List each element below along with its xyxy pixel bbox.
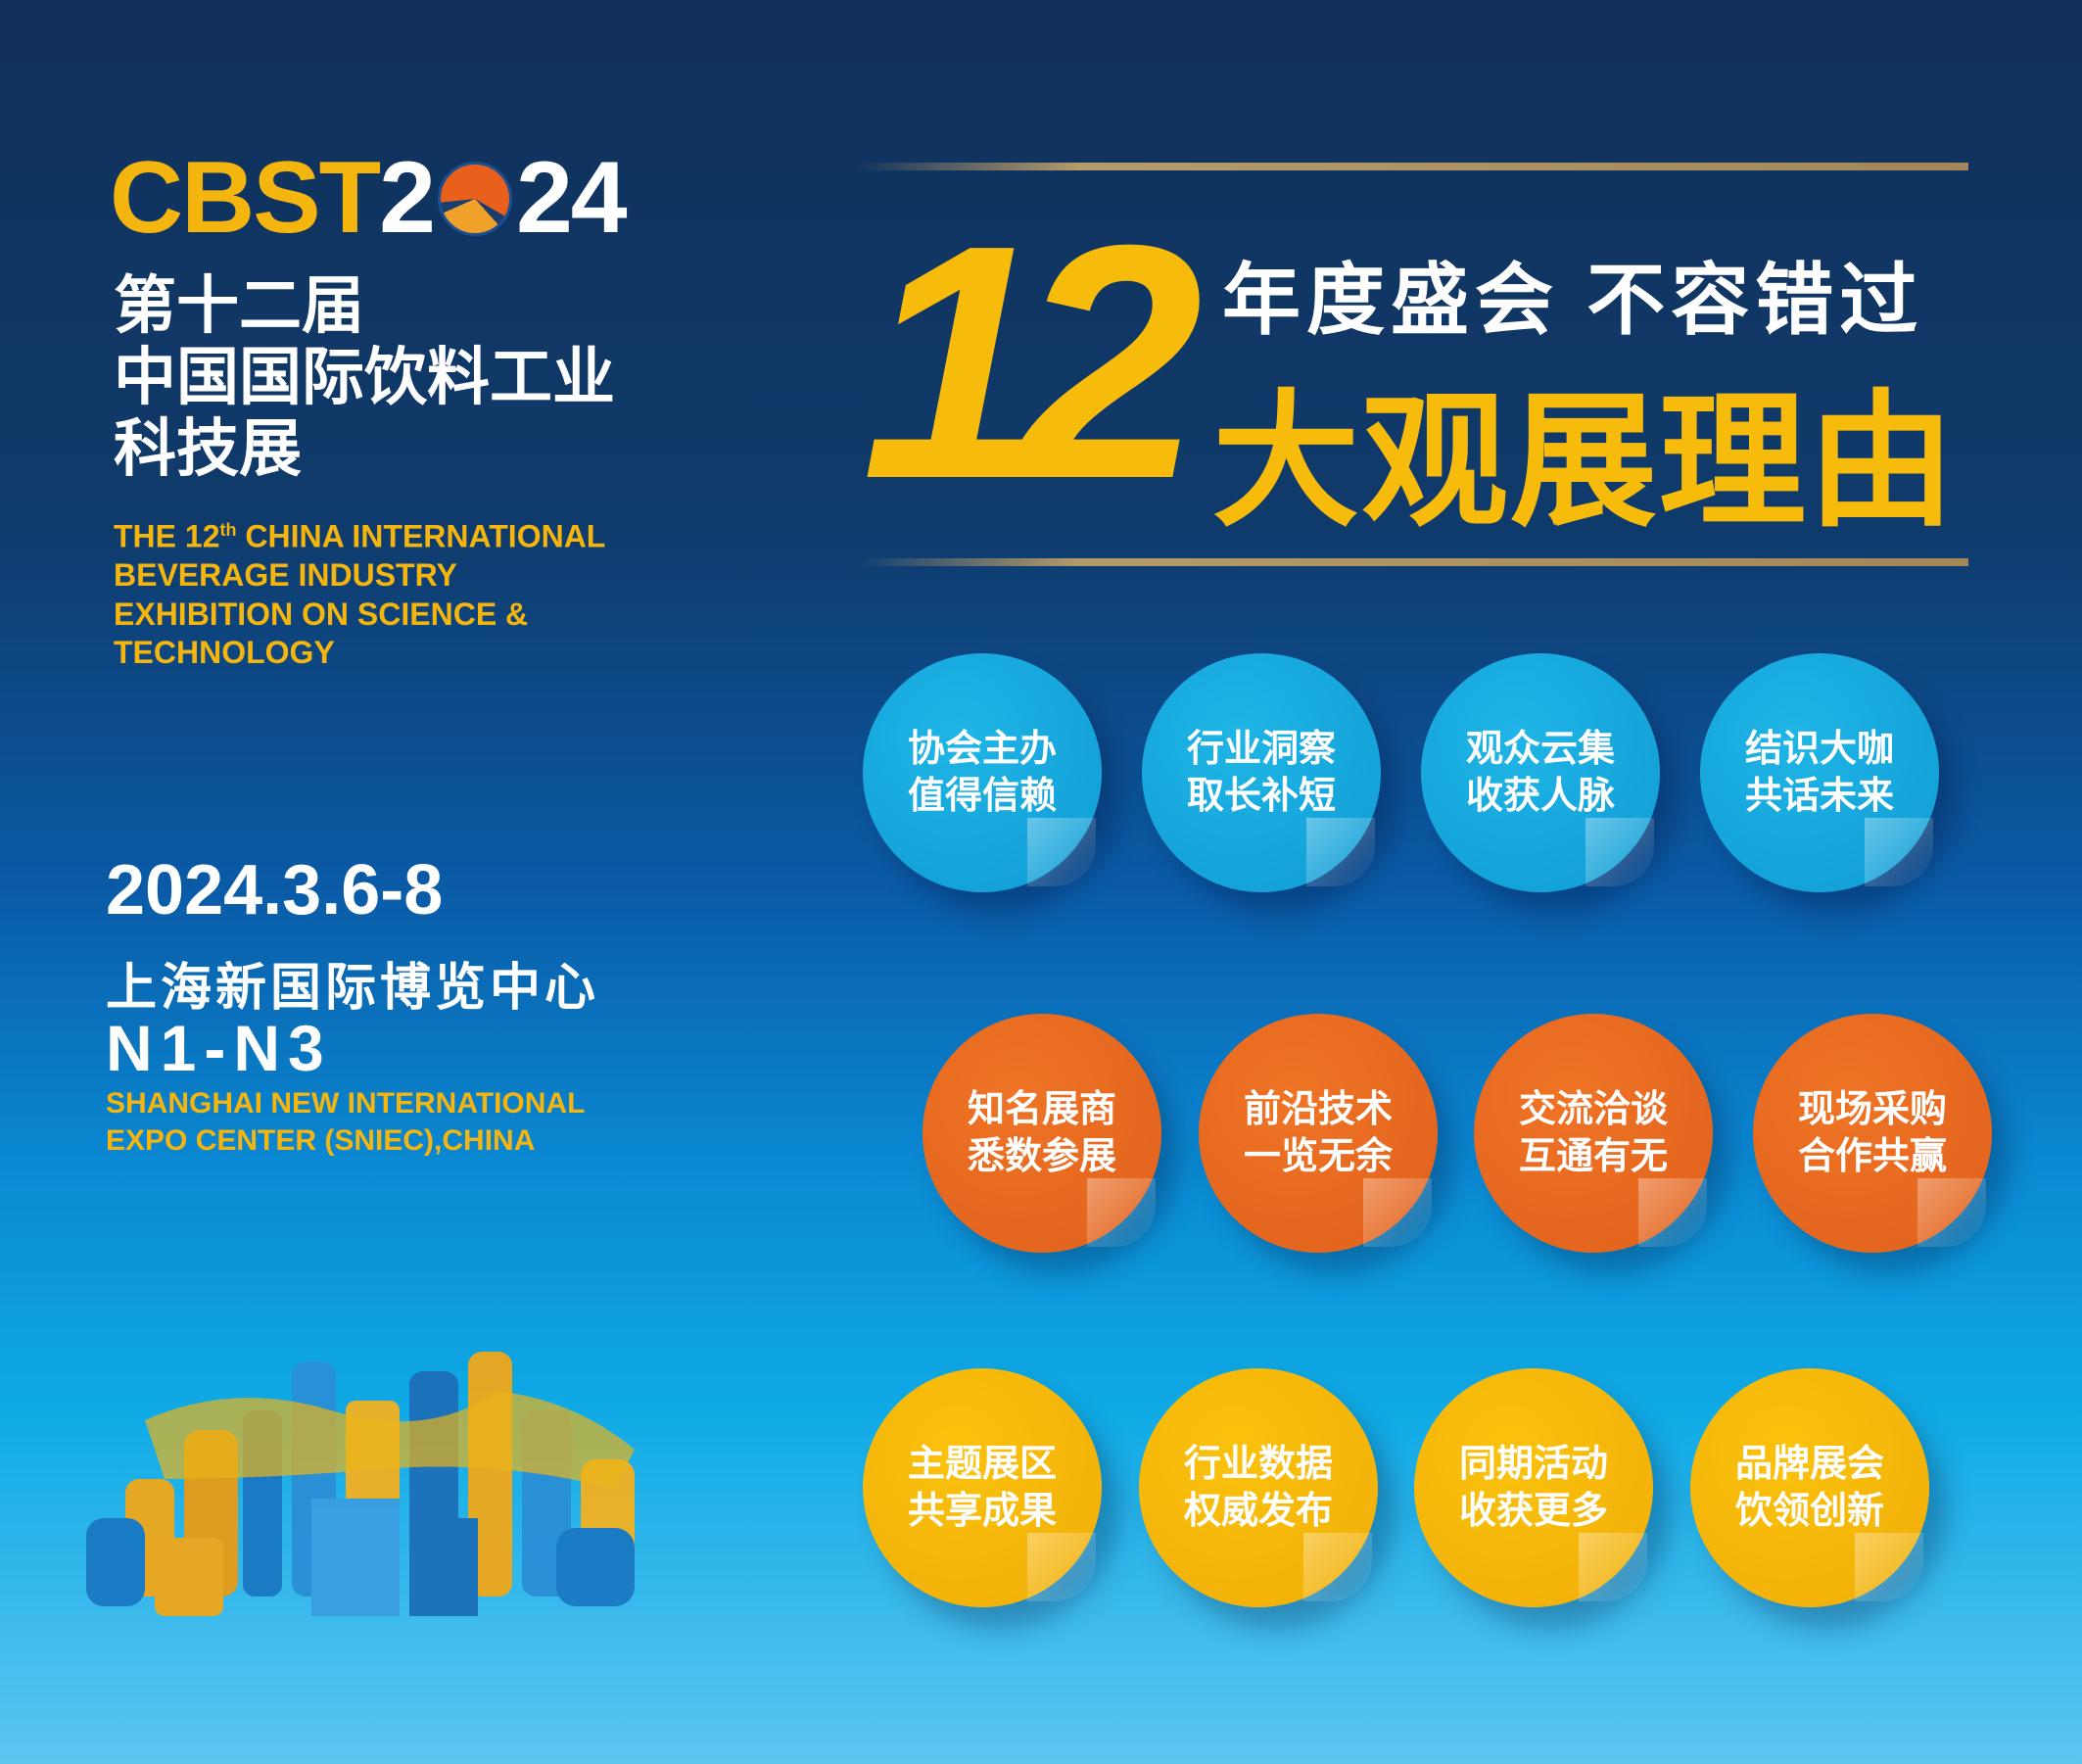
badge-line: 观众云集 xyxy=(1465,729,1615,770)
reason-badge: 协会主办 值得信赖 xyxy=(863,653,1102,892)
badge-line: 收获更多 xyxy=(1458,1491,1608,1532)
badge-line: 前沿技术 xyxy=(1243,1089,1393,1130)
badge-line: 取长补短 xyxy=(1186,776,1336,817)
title-cn-line: 第十二届 xyxy=(114,270,364,341)
headline-number: 12 xyxy=(862,176,1203,548)
badge-text: 协会主办 值得信赖 xyxy=(908,726,1057,820)
headline-reasons: 大观展理由 xyxy=(1212,379,1958,544)
venue-en-line: EXPO CENTER (SNIEC),CHINA xyxy=(106,1124,536,1157)
badge-line: 共享成果 xyxy=(907,1491,1057,1532)
badge-line: 收获人脉 xyxy=(1465,776,1615,817)
logo-year-end: 24 xyxy=(515,141,628,255)
title-cn-line: 中国国际饮料工业 xyxy=(114,342,615,412)
reason-badge: 观众云集 收获人脉 xyxy=(1421,653,1660,892)
title-en-text: THE 12 xyxy=(114,518,220,554)
badge-text: 行业洞察 取长补短 xyxy=(1187,726,1336,820)
badge-line: 品牌展会 xyxy=(1734,1444,1884,1485)
top-divider xyxy=(857,163,1968,170)
badge-line: 交流洽谈 xyxy=(1518,1089,1668,1130)
venue-en-line: SHANGHAI NEW INTERNATIONAL xyxy=(106,1087,586,1120)
reason-badge: 前沿技术 一览无余 xyxy=(1199,1014,1438,1253)
reason-badge: 交流洽谈 互通有无 xyxy=(1474,1014,1713,1253)
event-date: 2024.3.6-8 xyxy=(106,851,444,930)
badge-line: 一览无余 xyxy=(1243,1136,1393,1177)
badge-text: 前沿技术 一览无余 xyxy=(1244,1086,1393,1180)
badge-line: 现场采购 xyxy=(1797,1089,1947,1130)
badge-line: 饮领创新 xyxy=(1734,1491,1884,1532)
reason-badge: 同期活动 收获更多 xyxy=(1414,1368,1653,1607)
badge-line: 知名展商 xyxy=(967,1089,1116,1130)
badge-text: 主题展区 共享成果 xyxy=(908,1441,1057,1535)
title-en-text: CHINA INTERNATIONAL xyxy=(236,518,606,554)
badge-line: 主题展区 xyxy=(907,1444,1057,1485)
venue-en: SHANGHAI NEW INTERNATIONAL EXPO CENTER (… xyxy=(106,1085,585,1160)
title-en: THE 12th CHINA INTERNATIONAL BEVERAGE IN… xyxy=(114,511,605,673)
title-en-line: EXHIBITION ON SCIENCE & xyxy=(114,596,529,632)
badge-text: 交流洽谈 互通有无 xyxy=(1519,1086,1668,1180)
beverage-world-illustration xyxy=(86,1352,635,1616)
badge-line: 协会主办 xyxy=(907,729,1057,770)
title-en-line: BEVERAGE INDUSTRY xyxy=(114,557,457,594)
badge-line: 共话未来 xyxy=(1744,776,1894,817)
logo-year: 2 xyxy=(379,141,436,255)
badge-line: 同期活动 xyxy=(1458,1444,1608,1485)
badge-line: 值得信赖 xyxy=(907,776,1057,817)
badge-text: 行业数据 权威发布 xyxy=(1184,1441,1333,1535)
title-cn: 第十二届 中国国际饮料工业 科技展 xyxy=(114,270,615,485)
badge-text: 同期活动 收获更多 xyxy=(1459,1441,1608,1535)
logo-cbst: CBST xyxy=(110,141,381,255)
badge-line: 悉数参展 xyxy=(967,1136,1116,1177)
headline-slogan: 年度盛会 不容错过 xyxy=(1222,257,1924,344)
badge-line: 权威发布 xyxy=(1183,1491,1333,1532)
badge-text: 结识大咖 共话未来 xyxy=(1745,726,1894,820)
reason-badge: 行业数据 权威发布 xyxy=(1139,1368,1378,1607)
reason-badge: 品牌展会 饮领创新 xyxy=(1690,1368,1929,1607)
reason-badge: 主题展区 共享成果 xyxy=(863,1368,1102,1607)
badge-line: 行业洞察 xyxy=(1186,729,1336,770)
badge-line: 合作共赢 xyxy=(1797,1136,1947,1177)
badge-text: 观众云集 收获人脉 xyxy=(1466,726,1615,820)
cbst-2024-logo: CBST2 24 xyxy=(110,147,628,249)
title-en-sup: th xyxy=(219,520,237,540)
badge-line: 互通有无 xyxy=(1518,1136,1668,1177)
title-en-line: TECHNOLOGY xyxy=(114,635,335,671)
venue-cn: 上海新国际博览中心 xyxy=(106,960,600,1017)
reason-badge: 知名展商 悉数参展 xyxy=(923,1014,1161,1253)
badge-line: 结识大咖 xyxy=(1744,729,1894,770)
badge-text: 现场采购 合作共赢 xyxy=(1798,1086,1947,1180)
badge-text: 知名展商 悉数参展 xyxy=(968,1086,1116,1180)
title-cn-line: 科技展 xyxy=(114,413,302,484)
reason-badge: 现场采购 合作共赢 xyxy=(1753,1014,1992,1253)
badge-line: 行业数据 xyxy=(1183,1444,1333,1485)
reason-badge: 结识大咖 共话未来 xyxy=(1700,653,1939,892)
reason-badge: 行业洞察 取长补短 xyxy=(1142,653,1381,892)
bottom-divider xyxy=(857,558,1968,566)
badge-text: 品牌展会 饮领创新 xyxy=(1735,1441,1884,1535)
halls: N1-N3 xyxy=(106,1012,332,1084)
globe-icon xyxy=(437,162,512,236)
